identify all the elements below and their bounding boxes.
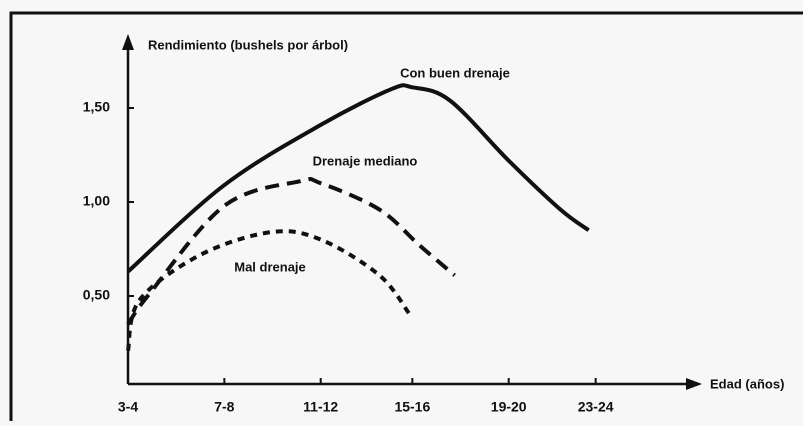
x-tick-label: 7-8 (214, 399, 234, 415)
y-tick-label: 1,50 (83, 99, 110, 115)
frame (9, 11, 803, 426)
series-line (126, 83, 590, 274)
x-tick-label: 11-12 (303, 399, 338, 415)
series-label: Drenaje mediano (313, 153, 418, 168)
x-arrow (686, 378, 702, 390)
series-line (126, 229, 412, 351)
y-axis-label: Rendimiento (bushels por árbol) (148, 37, 348, 52)
x-tick-label: 15-16 (394, 399, 430, 415)
y-tick-label: 0,50 (83, 287, 110, 303)
x-tick-label: 23-24 (578, 399, 614, 415)
x-tick-label: 3-4 (118, 399, 138, 415)
series-line (126, 177, 456, 326)
x-tick-label: 19-20 (491, 399, 527, 415)
series-label: Con buen drenaje (400, 65, 510, 80)
y-tick-label: 1,00 (83, 193, 110, 209)
series-label: Mal drenaje (234, 259, 306, 274)
y-arrow (122, 34, 134, 50)
x-axis-label: Edad (años) (710, 376, 784, 391)
